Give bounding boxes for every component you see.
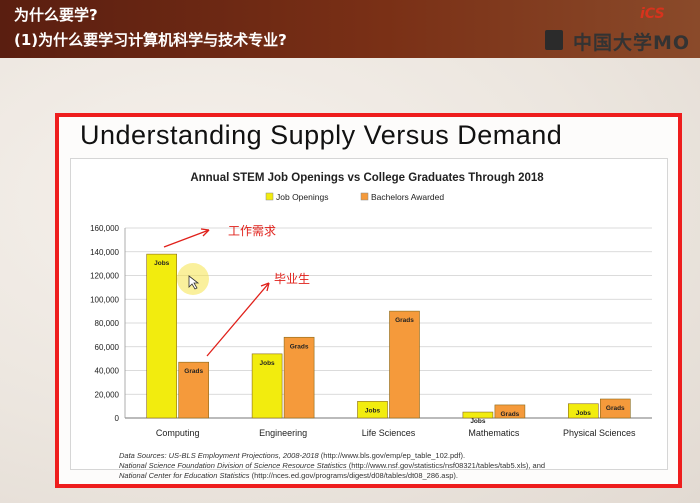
bar-1-0 (251, 353, 283, 419)
footnote-source3-url: (http://nces.ed.gov/programs/digest/d08/… (249, 471, 458, 480)
y-tick-label-7: 140,000 (90, 248, 119, 257)
ics-logo: iCS (640, 6, 665, 22)
x-category-label-0: Computing (156, 428, 200, 438)
bar-label-0-0: Jobs (154, 260, 170, 267)
y-tick-label-5: 100,000 (90, 295, 119, 304)
y-tick-label-2: 40,000 (95, 367, 120, 376)
bar-label-2-0: Jobs (365, 407, 381, 414)
bar-3-0 (462, 411, 494, 419)
header-title-line2: (1)为什么要学习计算机科学与技术专业? (14, 31, 287, 49)
chart-title: Annual STEM Job Openings vs College Grad… (190, 172, 544, 184)
header-title-line1: 为什么要学? (14, 6, 98, 24)
footnote-source1-url: (http://www.bls.gov/emp/ep_table_102.pdf… (318, 451, 466, 460)
footnote-source2: National Science Foundation Division of … (119, 461, 347, 470)
y-tick-label-8: 160,000 (90, 224, 119, 233)
bar-label-4-0: Jobs (576, 410, 592, 417)
y-tick-label-0: 0 (115, 414, 120, 423)
bar-label-4-1: Grads (606, 405, 625, 412)
x-category-label-2: Life Sciences (362, 428, 416, 438)
bar-label-1-1: Grads (290, 343, 309, 350)
book-icon (545, 30, 563, 50)
x-category-label-3: Mathematics (468, 428, 520, 438)
bar-3-1 (494, 404, 526, 419)
chart-axis-labels: 0 20,000 40,000 60,000 80,000 100,000 120,000 1… (90, 224, 636, 438)
brand-watermark: 中国大学MO (572, 32, 690, 54)
annotation-jobs-demand: 工作需求 (228, 224, 277, 238)
footnote-source2-url: (http://www.nsf.gov/statistics/nsf08321/… (346, 461, 546, 470)
legend-label-0: Job Openings (276, 192, 328, 202)
bar-0-0 (146, 253, 177, 419)
bar-label-3-1: Grads (501, 411, 520, 418)
slide-header: 为什么要学? (1)为什么要学习计算机科学与技术专业? 中国大学MO iCS (0, 0, 700, 58)
chart-bars: Jobs Grads Jobs Grads Jobs Grads Jobs Grads Jobs… (146, 253, 631, 425)
bar-4-1 (599, 398, 631, 419)
annotation-graduates: 毕业生 (274, 272, 311, 286)
legend-swatch-0 (265, 192, 274, 201)
legend-swatch-1 (360, 192, 369, 201)
y-tick-label-1: 20,000 (95, 390, 120, 399)
slide-title: Understanding Supply Versus Demand (80, 120, 563, 150)
bar-1-1 (283, 336, 315, 419)
footnote-source3: National Center for Education Statistics (119, 471, 250, 480)
chart-legend: Job Openings Bachelors Awarded (265, 192, 444, 202)
y-tick-label-6: 120,000 (90, 272, 119, 281)
y-tick-label-4: 80,000 (95, 319, 120, 328)
bar-label-3-0: Jobs (470, 418, 486, 425)
bar-4-0 (567, 403, 599, 419)
bar-2-0 (357, 401, 388, 419)
bar-label-2-1: Grads (395, 317, 414, 324)
bar-label-1-0: Jobs (260, 360, 276, 367)
bar-label-0-1: Grads (184, 368, 203, 375)
bar-2-1 (389, 310, 420, 419)
x-category-label-4: Physical Sciences (563, 428, 636, 438)
x-category-label-1: Engineering (259, 428, 307, 438)
data-sources-footnote: Data Sources: US-BLS Employment Projecti… (119, 451, 659, 481)
legend-label-1: Bachelors Awarded (371, 192, 444, 202)
bar-0-1 (178, 361, 209, 419)
y-tick-label-3: 60,000 (95, 343, 120, 352)
footnote-source1: Data Sources: US-BLS Employment Projecti… (119, 451, 319, 460)
